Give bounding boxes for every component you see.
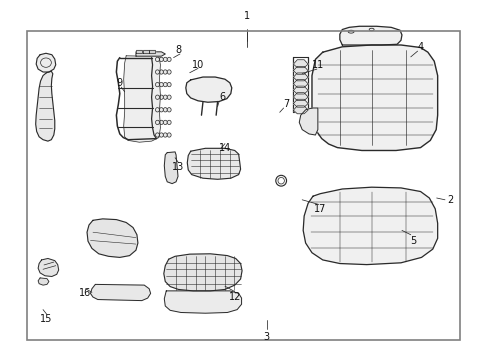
Ellipse shape — [167, 133, 171, 137]
Ellipse shape — [275, 175, 286, 186]
Polygon shape — [38, 278, 49, 285]
Ellipse shape — [159, 133, 163, 137]
Polygon shape — [293, 66, 307, 74]
Polygon shape — [293, 73, 307, 81]
Ellipse shape — [167, 95, 171, 99]
Text: 1: 1 — [244, 11, 249, 21]
Ellipse shape — [163, 133, 167, 137]
Ellipse shape — [167, 57, 171, 62]
Polygon shape — [293, 86, 307, 94]
Ellipse shape — [163, 95, 167, 99]
Ellipse shape — [159, 108, 163, 112]
Text: 3: 3 — [263, 332, 269, 342]
Polygon shape — [293, 60, 307, 68]
Text: 6: 6 — [219, 92, 225, 102]
Text: 11: 11 — [311, 60, 324, 70]
Polygon shape — [136, 50, 142, 53]
Polygon shape — [163, 254, 242, 291]
Text: 9: 9 — [117, 78, 122, 88]
Polygon shape — [164, 152, 178, 184]
Text: 16: 16 — [79, 288, 92, 298]
Text: 2: 2 — [446, 195, 452, 205]
Text: 14: 14 — [218, 143, 231, 153]
Ellipse shape — [167, 108, 171, 112]
Ellipse shape — [167, 82, 171, 87]
Polygon shape — [36, 71, 55, 141]
Ellipse shape — [163, 120, 167, 125]
Polygon shape — [293, 80, 307, 87]
Polygon shape — [299, 108, 317, 135]
Ellipse shape — [159, 95, 163, 99]
Text: 8: 8 — [175, 45, 181, 55]
Polygon shape — [36, 53, 56, 72]
Ellipse shape — [159, 70, 163, 74]
Ellipse shape — [163, 108, 167, 112]
Ellipse shape — [155, 133, 159, 137]
Polygon shape — [142, 50, 148, 53]
Ellipse shape — [277, 177, 284, 184]
Polygon shape — [293, 99, 307, 107]
Polygon shape — [293, 93, 307, 100]
Polygon shape — [293, 106, 307, 114]
Polygon shape — [148, 50, 154, 53]
Ellipse shape — [167, 70, 171, 74]
Text: 4: 4 — [417, 42, 423, 52]
Ellipse shape — [167, 120, 171, 125]
Ellipse shape — [163, 57, 167, 62]
Polygon shape — [90, 284, 150, 301]
Bar — [27, 31, 459, 340]
Ellipse shape — [163, 82, 167, 87]
Ellipse shape — [159, 57, 163, 62]
Ellipse shape — [159, 82, 163, 87]
Text: 12: 12 — [228, 292, 241, 302]
Ellipse shape — [155, 95, 159, 99]
Text: 7: 7 — [283, 99, 288, 109]
Polygon shape — [339, 26, 401, 45]
Ellipse shape — [155, 120, 159, 125]
Text: 15: 15 — [40, 314, 53, 324]
Polygon shape — [87, 219, 138, 257]
Polygon shape — [303, 187, 437, 265]
Ellipse shape — [155, 108, 159, 112]
Ellipse shape — [155, 82, 159, 87]
Polygon shape — [136, 52, 165, 56]
Text: 5: 5 — [409, 236, 415, 246]
Text: 13: 13 — [172, 162, 184, 172]
Text: 10: 10 — [191, 60, 204, 70]
Polygon shape — [164, 291, 241, 313]
Ellipse shape — [155, 57, 159, 62]
Polygon shape — [187, 148, 240, 179]
Polygon shape — [123, 56, 160, 142]
Ellipse shape — [159, 120, 163, 125]
Polygon shape — [38, 258, 59, 276]
Text: 17: 17 — [313, 204, 326, 214]
Polygon shape — [311, 45, 437, 150]
Ellipse shape — [163, 70, 167, 74]
Polygon shape — [185, 77, 231, 102]
Ellipse shape — [155, 70, 159, 74]
